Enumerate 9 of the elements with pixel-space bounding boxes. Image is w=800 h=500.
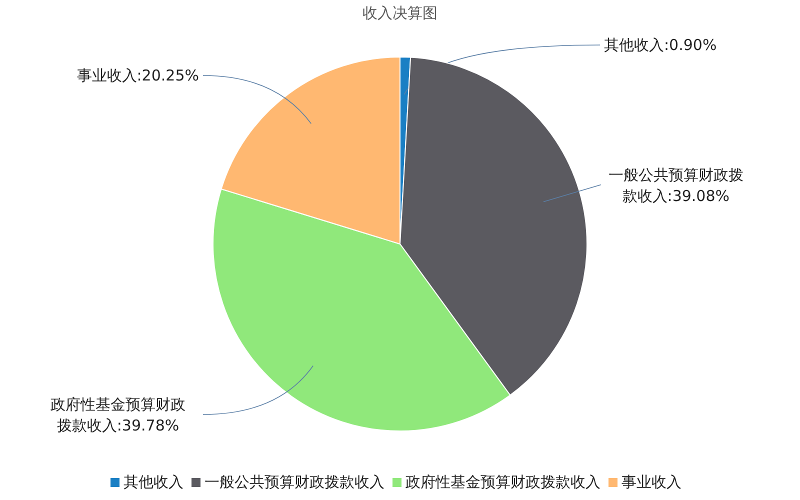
legend-label: 一般公共预算财政拨款收入	[204, 473, 384, 491]
legend-label: 其他收入	[124, 473, 184, 491]
data-label: 其他收入:0.90%	[604, 36, 717, 54]
legend-label: 事业收入	[622, 473, 682, 491]
data-label: 一般公共预算财政拨款收入:39.08%	[608, 166, 744, 205]
chart-title: 收入决算图	[362, 4, 438, 22]
legend-label: 政府性基金预算财政拨款收入	[406, 473, 600, 491]
data-label: 政府性基金预算财政拨款收入:39.78%	[50, 395, 186, 434]
data-label: 事业收入:20.25%	[76, 66, 199, 85]
